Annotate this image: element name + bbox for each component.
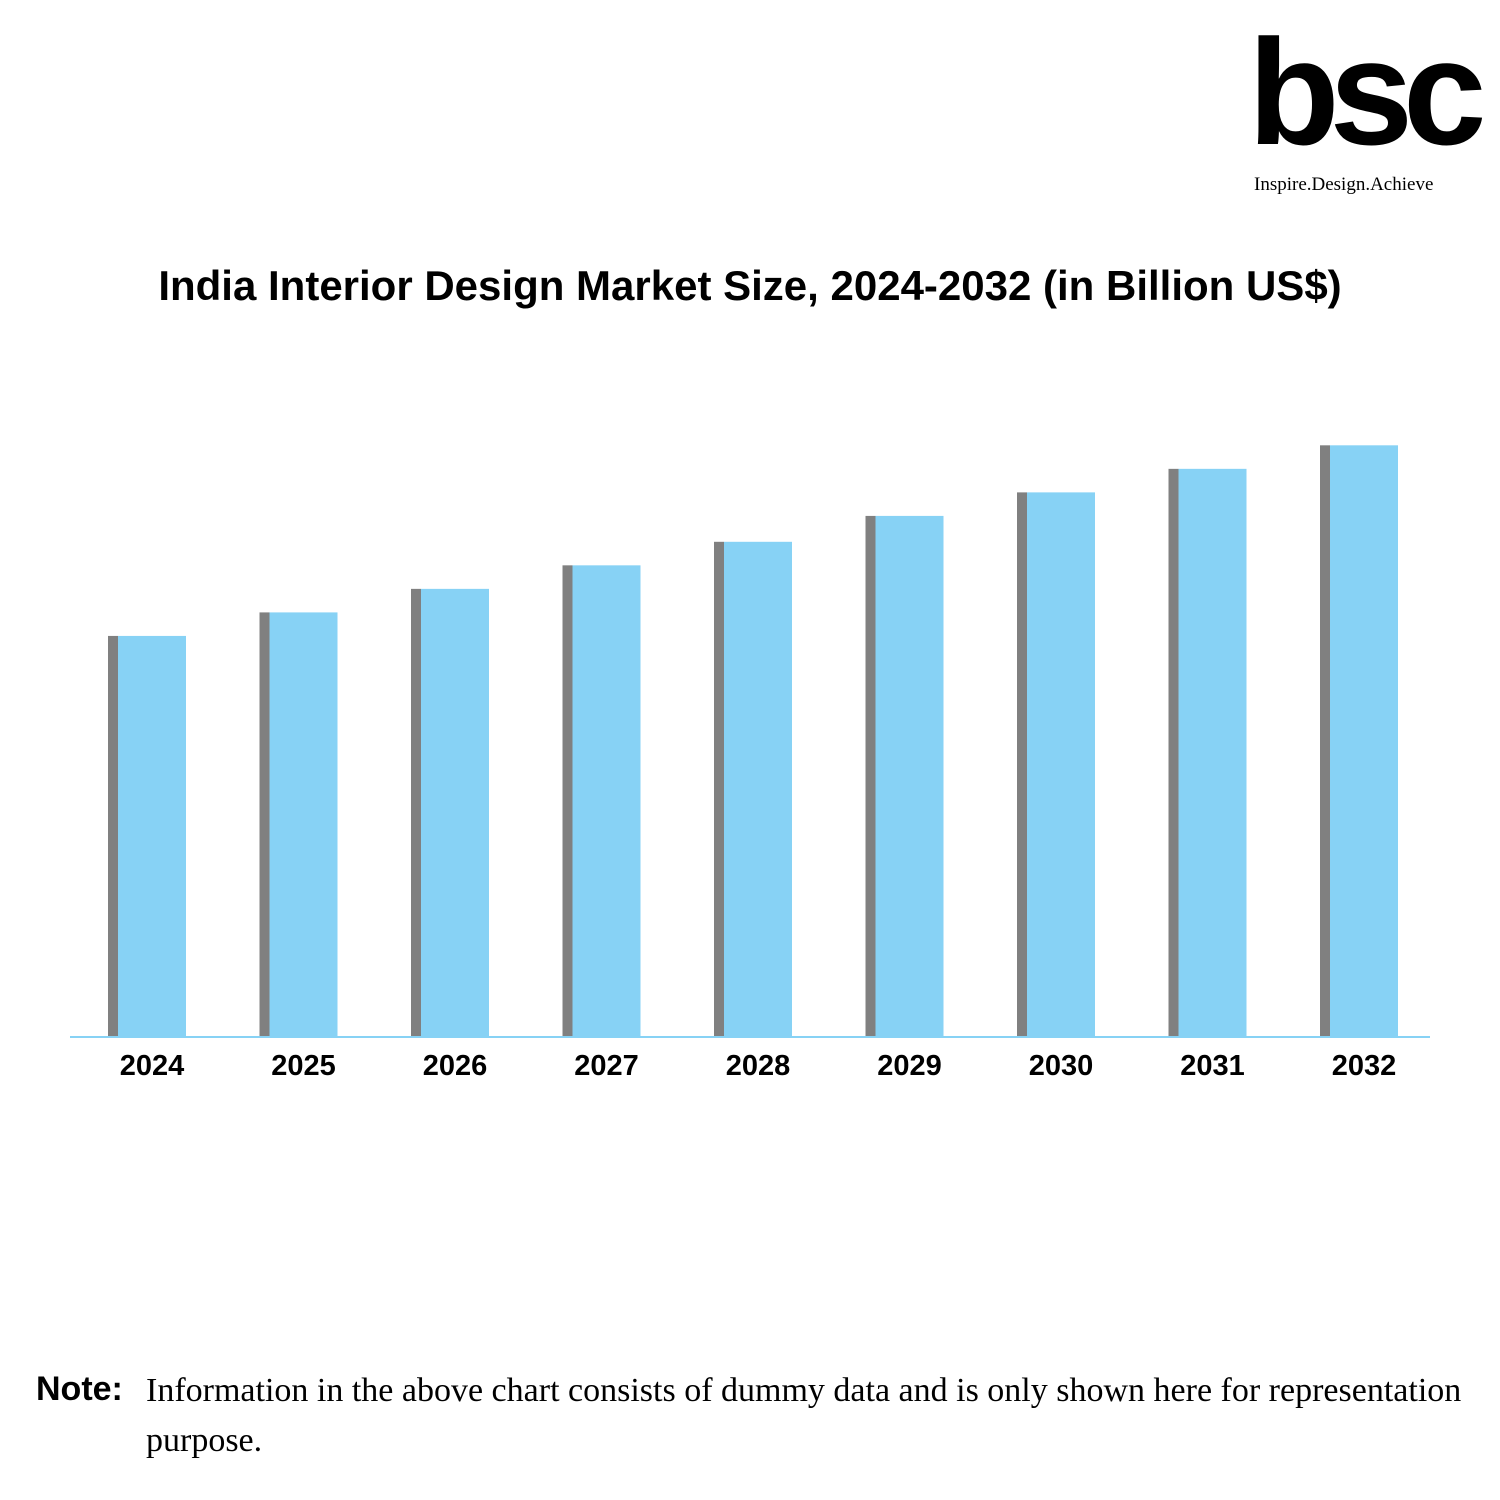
bar-side-2029 [865, 515, 876, 1036]
brand-logo: bsc Inspire.Design.Achieve [1240, 8, 1487, 205]
bar-side-2024 [108, 635, 118, 1036]
note-text: Information in the above chart consists … [146, 1372, 1462, 1459]
logo-mark: bsc [1248, 8, 1487, 176]
bar-2032 [1330, 445, 1398, 1036]
x-tick-label-2030: 2030 [1029, 1050, 1094, 1082]
bar-2026 [421, 588, 489, 1036]
bar-side-2032 [1320, 445, 1330, 1036]
note-label: Note: [36, 1370, 123, 1408]
x-tick-label-2024: 2024 [120, 1050, 185, 1082]
bar-side-2026 [411, 588, 421, 1036]
tick-labels-layer: 2024 2025 2026 2027 2028 2029 2030 2031 2032 [120, 1050, 1397, 1082]
x-tick-label-2028: 2028 [726, 1050, 791, 1082]
x-tick-label-2029: 2029 [877, 1050, 942, 1082]
x-tick-label-2025: 2025 [271, 1050, 336, 1082]
chart-title: India Interior Design Market Size, 2024-… [158, 262, 1342, 309]
logo-tagline: Inspire.Design.Achieve [1254, 174, 1434, 195]
x-tick-label-2026: 2026 [423, 1050, 488, 1082]
bar-side-2028 [714, 541, 724, 1036]
bar-side-2030 [1017, 492, 1027, 1036]
bar-side-2031 [1168, 468, 1179, 1036]
bar-side-2025 [259, 612, 270, 1036]
bar-side-2027 [562, 565, 573, 1036]
bars-layer [108, 445, 1398, 1036]
bar-2024 [118, 635, 186, 1036]
x-tick-label-2032: 2032 [1332, 1050, 1397, 1082]
bar-2027 [572, 565, 641, 1036]
bar-2028 [724, 541, 792, 1036]
bar-2030 [1027, 492, 1095, 1036]
x-tick-label-2031: 2031 [1180, 1050, 1245, 1082]
bar-2025 [269, 612, 338, 1036]
x-tick-label-2027: 2027 [574, 1050, 639, 1082]
bar-2029 [875, 515, 944, 1036]
bar-2031 [1178, 468, 1247, 1036]
